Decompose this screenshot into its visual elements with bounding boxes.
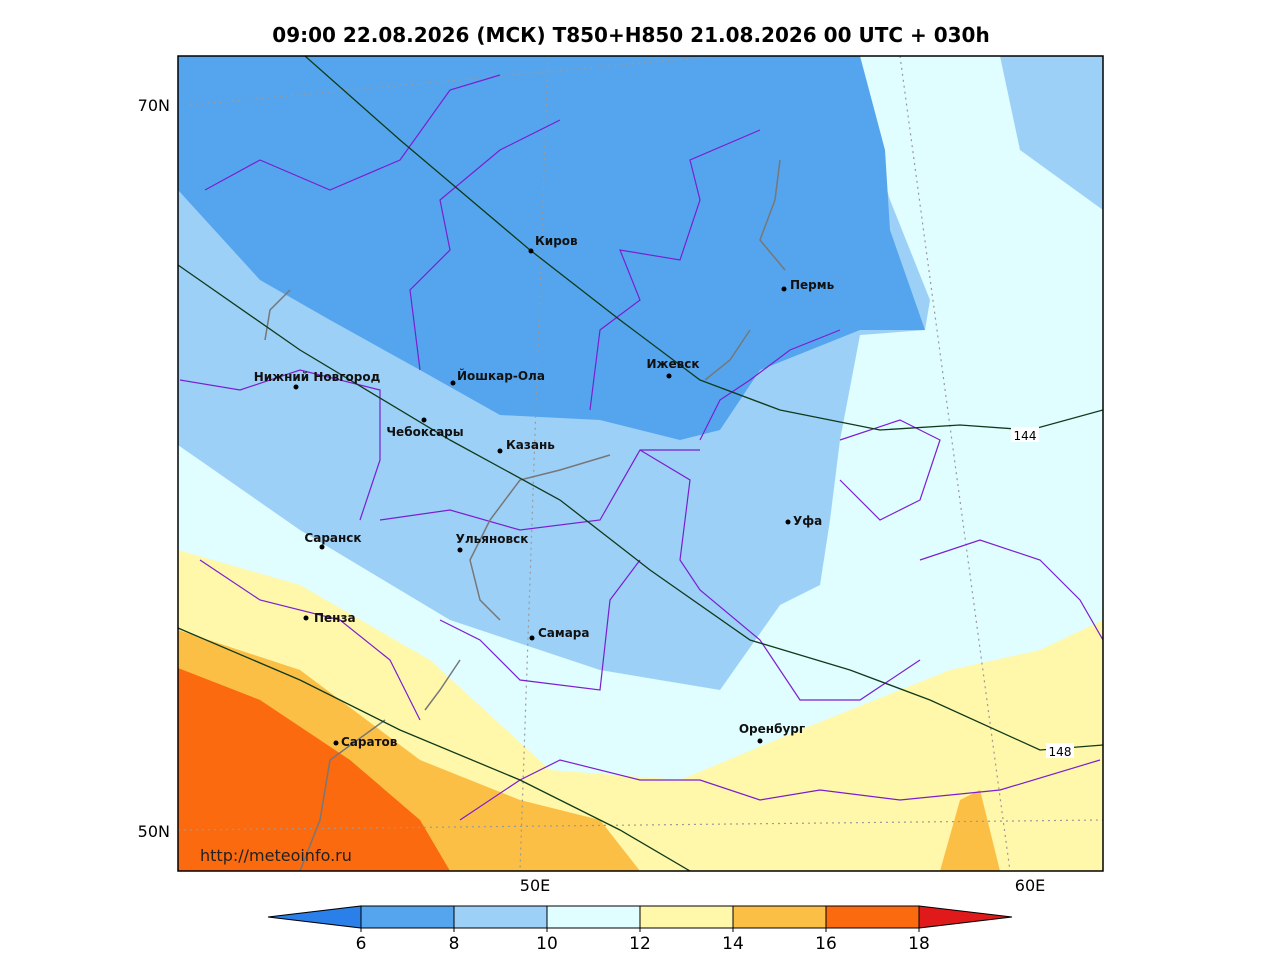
map-area: [178, 56, 1103, 871]
band-14-16: [940, 790, 1000, 871]
region-border: [439, 559, 641, 691]
city-dot: [319, 544, 325, 550]
city-label: Саранск: [304, 531, 361, 545]
city-dot: [497, 448, 503, 454]
contour-line: [178, 264, 1103, 751]
city-dot: [529, 635, 535, 641]
city-label: Самара: [538, 626, 590, 640]
colorbar-segment: [825, 905, 920, 929]
colorbar: 6 8 10 12 14 16 18: [267, 905, 1013, 954]
region-border: [699, 329, 841, 441]
contour-label-bg: [1046, 743, 1074, 758]
city-label: Киров: [535, 234, 578, 248]
city-label: Ижевск: [647, 357, 700, 371]
city-label: Пенза: [314, 611, 356, 625]
city-dot: [303, 615, 309, 621]
city-dot: [785, 519, 791, 525]
city-dot: [781, 286, 787, 292]
lat-label: 50N: [138, 822, 170, 841]
colorbar-tick-label: 16: [815, 934, 837, 954]
contour-label: 148: [1049, 745, 1072, 759]
colorbar-tick-label: 18: [908, 934, 930, 954]
colorbar-tick-label: 12: [629, 934, 651, 954]
river: [424, 659, 461, 711]
colorbar-segment: [453, 905, 548, 929]
region-border: [204, 74, 501, 191]
contour-line: [304, 56, 1103, 431]
city-label: Йошкар-Ола: [457, 368, 545, 383]
river: [299, 719, 386, 871]
city-label: Ульяновск: [456, 532, 529, 546]
colorbar-low: [267, 905, 362, 929]
region-border: [589, 129, 761, 411]
region-border: [409, 119, 561, 371]
city-dot: [450, 380, 456, 386]
title: 09:00 22.08.2026 (МСК) T850+H850 21.08.2…: [272, 23, 989, 47]
city-dot: [421, 417, 427, 423]
river: [264, 289, 291, 341]
colorbar-segment: [360, 905, 455, 929]
river: [469, 454, 611, 621]
contour-line: [178, 627, 691, 871]
map-frame: [177, 55, 1104, 872]
grid-line: [178, 819, 1103, 831]
lon-label: 60E: [1015, 876, 1045, 895]
lat-label: 70N: [138, 96, 170, 115]
city-dot: [757, 738, 763, 744]
band-6-8: [178, 56, 925, 440]
city-dot: [528, 248, 534, 254]
city-label: Саратов: [341, 735, 398, 749]
band-16-18: [178, 668, 450, 871]
city-dot: [293, 384, 299, 390]
colorbar-segment: [732, 905, 827, 929]
colorbar-tick-label: 8: [449, 934, 460, 954]
band-8-10: [1000, 56, 1103, 210]
city-label: Чебоксары: [386, 425, 463, 439]
labels: 144 148 Киров Пермь Нижний Новгород Йошкар-Ол…: [138, 96, 1074, 895]
city-dot: [333, 740, 339, 746]
city-label: Уфа: [793, 514, 822, 528]
colorbar-high: [918, 905, 1013, 929]
colorbar-tick-label: 6: [356, 934, 367, 954]
region-border: [639, 449, 921, 701]
city-dot: [666, 373, 672, 379]
region-border: [379, 449, 700, 531]
lon-label: 50E: [520, 876, 550, 895]
region-border: [839, 419, 941, 521]
city-label: Оренбург: [739, 722, 805, 736]
colorbar-tick-label: 10: [536, 934, 558, 954]
colorbar-tick-label: 14: [722, 934, 744, 954]
city-label: Нижний Новгород: [254, 370, 381, 384]
grid-line: [899, 56, 1011, 871]
river: [759, 159, 786, 271]
region-border: [919, 539, 1103, 641]
grid-line: [519, 56, 549, 871]
city-dot: [457, 547, 463, 553]
contour-label: 144: [1014, 429, 1037, 443]
region-border: [199, 559, 421, 721]
river: [704, 329, 751, 381]
region-border: [459, 759, 1101, 821]
colorbar-segment: [546, 905, 641, 929]
city-label: Пермь: [790, 278, 835, 292]
colorbar-segment: [639, 905, 734, 929]
region-border: [179, 369, 381, 521]
contour-label-bg: [1011, 427, 1039, 442]
watermark: http://meteoinfo.ru: [200, 846, 352, 865]
city-label: Казань: [506, 438, 555, 452]
